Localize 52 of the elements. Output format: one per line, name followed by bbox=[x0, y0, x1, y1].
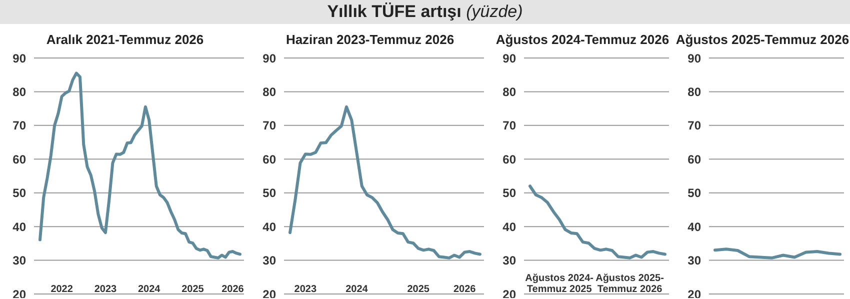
x-tick-label: 2024 bbox=[138, 284, 161, 295]
y-tick-label: 30 bbox=[502, 254, 516, 268]
y-tick-label: 70 bbox=[688, 118, 702, 133]
x-tick-label: Ağustos 2025- Temmuz 2026 bbox=[596, 273, 664, 295]
y-tick-label: 40 bbox=[502, 220, 516, 234]
y-tick-label: 30 bbox=[688, 254, 702, 268]
y-tick-label: 50 bbox=[12, 186, 26, 200]
y-tick-label: 60 bbox=[688, 152, 702, 166]
y-tick-label: 20 bbox=[12, 287, 26, 299]
y-tick-label: 80 bbox=[502, 84, 516, 99]
y-tick-label: 90 bbox=[262, 51, 276, 66]
y-tick-label: 40 bbox=[12, 220, 26, 234]
y-tick-label: 80 bbox=[12, 84, 26, 99]
y-tick-label: 70 bbox=[12, 118, 26, 133]
y-tick-label: 80 bbox=[262, 84, 276, 99]
y-tick-label: 90 bbox=[12, 51, 26, 66]
y-tick-label: 90 bbox=[502, 51, 516, 66]
line-series bbox=[288, 105, 482, 260]
line-series bbox=[714, 248, 842, 260]
line-series bbox=[38, 72, 242, 260]
x-tick-label: 2026 bbox=[453, 284, 476, 295]
y-tick-label: 40 bbox=[262, 220, 276, 234]
y-tick-label: 30 bbox=[262, 254, 276, 268]
y-tick-label: 70 bbox=[262, 118, 276, 133]
y-tick-label: 20 bbox=[502, 287, 516, 299]
y-tick-label: 60 bbox=[262, 152, 276, 166]
y-tick-label: 60 bbox=[502, 152, 516, 166]
y-tick-label: 70 bbox=[502, 118, 516, 133]
y-tick-label: 20 bbox=[688, 287, 702, 299]
y-tick-label: 40 bbox=[688, 220, 702, 234]
chart-title: Ağustos 2025-Temmuz 2026 bbox=[675, 32, 850, 47]
y-tick-label: 50 bbox=[262, 186, 276, 200]
y-tick-label: 30 bbox=[12, 254, 26, 268]
y-tick-label: 80 bbox=[688, 84, 702, 99]
text: Yıllık TÜFE artışı (yüzde) bbox=[0, 0, 850, 24]
chart-title: Aralık 2021-Temmuz 2026 bbox=[45, 32, 205, 47]
x-tick-label: 2025 bbox=[182, 284, 204, 295]
y-tick-label: 50 bbox=[502, 186, 516, 200]
chart-title: Ağustos 2024-Temmuz 2026 bbox=[494, 32, 670, 47]
y-tick-label: 20 bbox=[262, 287, 276, 299]
x-tick-label: 2025 bbox=[407, 284, 430, 295]
y-tick-label: 50 bbox=[688, 186, 702, 200]
y-tick-label: 90 bbox=[688, 51, 702, 66]
x-tick-label: 2023 bbox=[94, 284, 118, 295]
x-tick-label: 2023 bbox=[294, 284, 317, 295]
x-tick-label: 2026 bbox=[222, 284, 244, 295]
chart-title: Haziran 2023-Temmuz 2026 bbox=[284, 32, 456, 47]
x-tick-label: Ağustos 2024- Temmuz 2025 bbox=[525, 273, 594, 295]
line-series bbox=[528, 184, 666, 260]
x-tick-label: 2022 bbox=[50, 284, 74, 295]
y-tick-label: 60 bbox=[12, 152, 26, 166]
x-tick-label: 2024 bbox=[346, 284, 368, 295]
